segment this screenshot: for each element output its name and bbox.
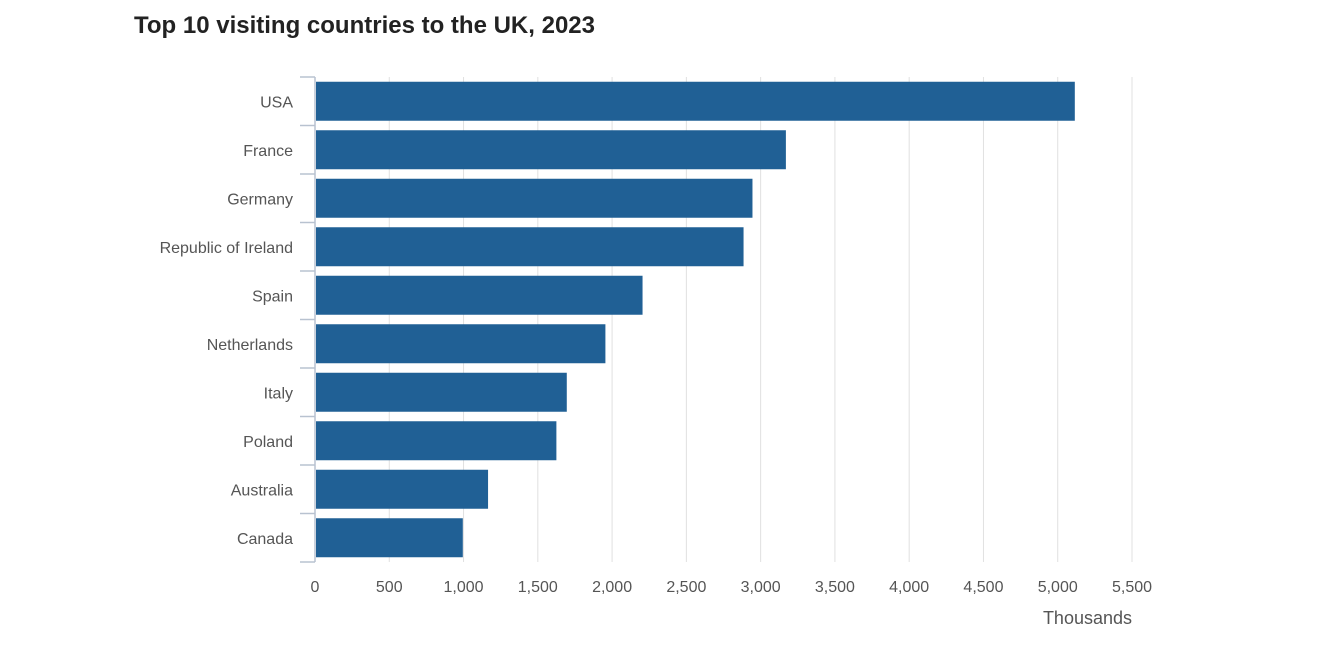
category-label: Poland [243, 434, 293, 451]
category-labels: USA France Germany Republic of Ireland Spain… [160, 94, 294, 548]
x-tick-label: 2,500 [666, 579, 706, 596]
x-tick-label: 1,000 [444, 579, 484, 596]
category-label: Spain [252, 288, 293, 305]
bar [316, 227, 744, 267]
bar [316, 421, 557, 461]
y-axis [300, 76, 316, 563]
chart-title: Top 10 visiting countries to the UK, 202… [134, 12, 595, 39]
bar [316, 372, 567, 412]
bar [316, 469, 489, 509]
bar [316, 81, 1075, 121]
category-label: Australia [231, 482, 293, 499]
category-label: USA [260, 94, 293, 111]
bar [316, 518, 463, 558]
bar [316, 275, 643, 315]
category-label: Republic of Ireland [160, 240, 293, 257]
category-label: Netherlands [207, 337, 293, 354]
x-tick-label: 3,500 [815, 579, 855, 596]
x-tick-label: 500 [376, 579, 403, 596]
x-tick-label: 5,500 [1112, 579, 1152, 596]
x-tick-label: 2,000 [592, 579, 632, 596]
x-tick-label: 1,500 [518, 579, 558, 596]
x-tick-label: 5,000 [1038, 579, 1078, 596]
category-label: Italy [264, 385, 293, 402]
x-axis-title: Thousands [1043, 608, 1132, 628]
x-tick-label: 0 [311, 579, 320, 596]
x-tick-labels: 0 500 1,000 1,500 2,000 2,500 3,000 3,500 4,000 4… [311, 579, 1153, 596]
bars [316, 81, 1075, 558]
bar [316, 130, 786, 170]
bar [316, 324, 606, 364]
category-label: Germany [227, 191, 293, 208]
x-tick-label: 4,500 [963, 579, 1003, 596]
category-label: France [243, 143, 293, 160]
x-tick-label: 3,000 [741, 579, 781, 596]
x-tick-label: 4,000 [889, 579, 929, 596]
bar [316, 178, 753, 218]
category-label: Canada [237, 531, 293, 548]
